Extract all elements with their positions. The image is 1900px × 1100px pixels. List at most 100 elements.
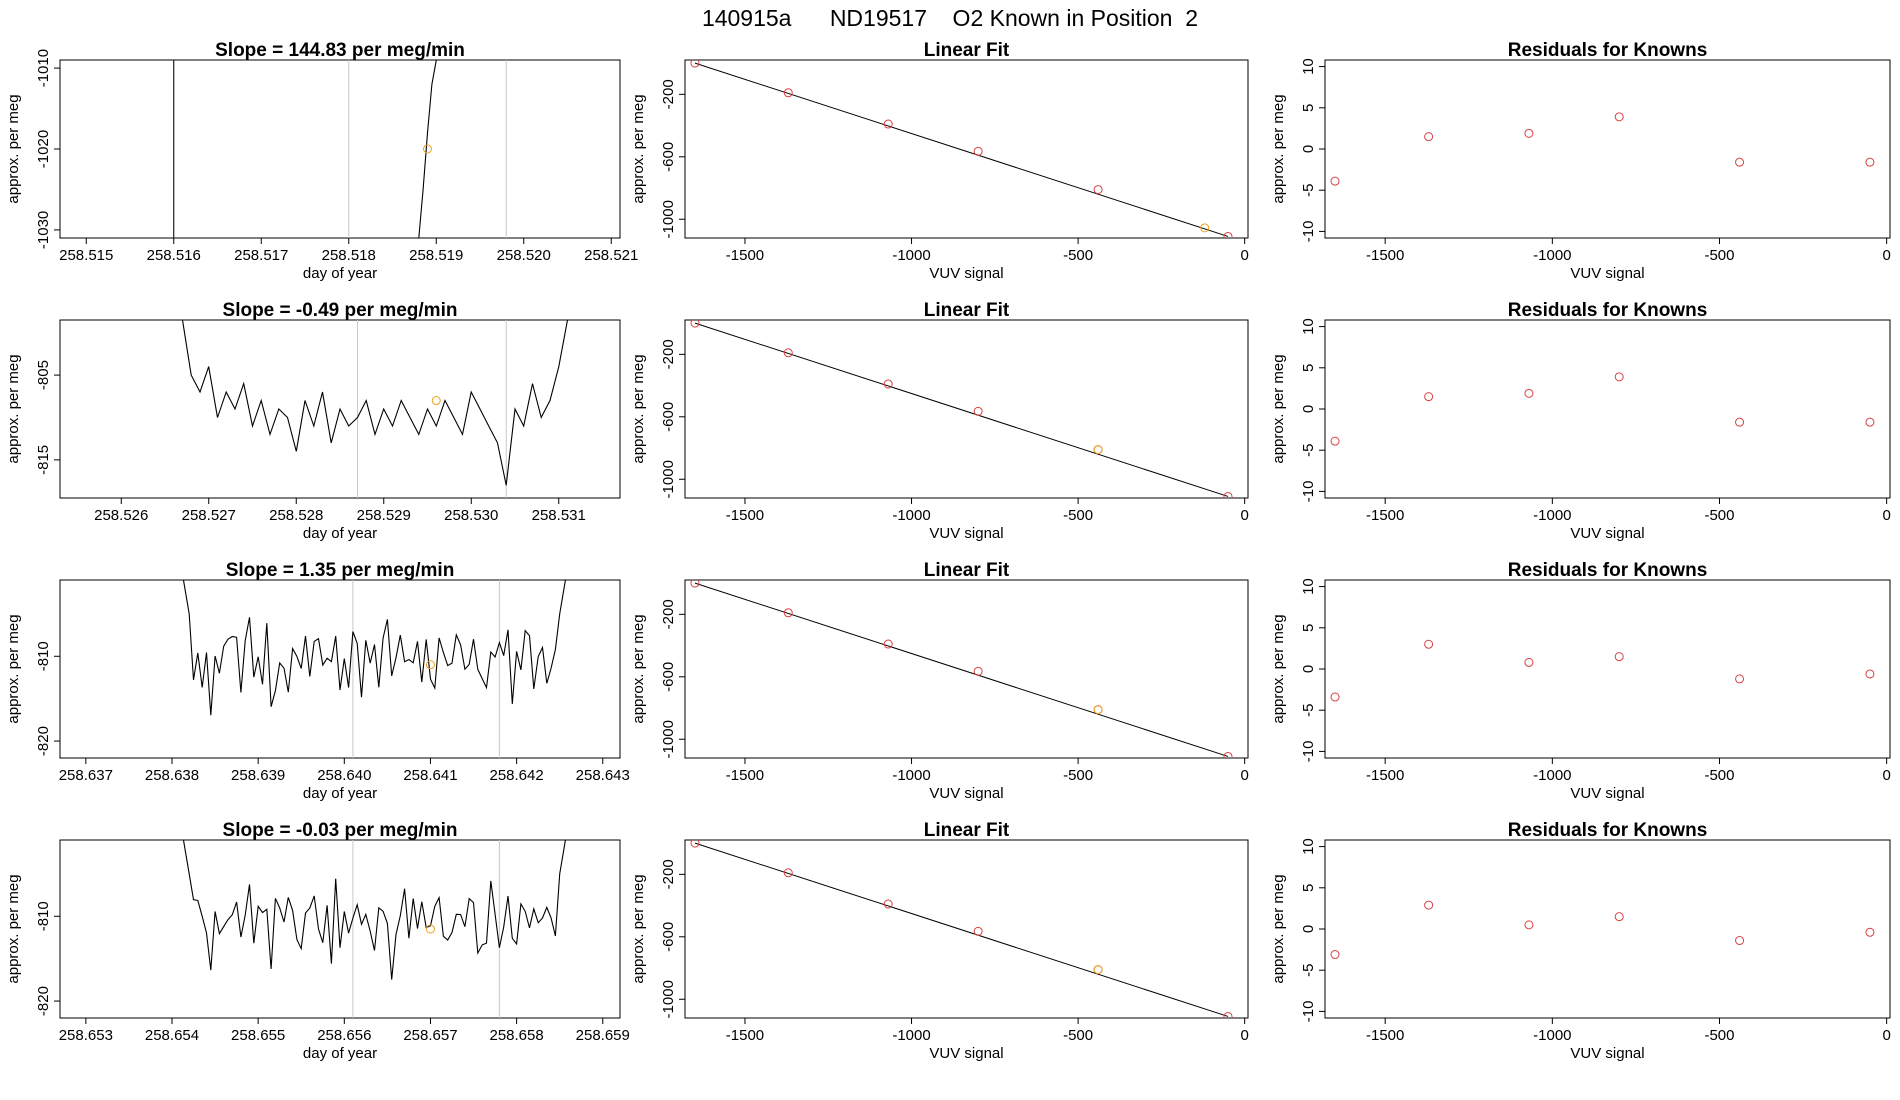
known-point xyxy=(1223,231,1233,238)
known-point xyxy=(1524,657,1534,667)
x-axis-label: VUV signal xyxy=(1570,1045,1644,1062)
y-tick-label: 5 xyxy=(1300,364,1317,372)
x-tick-label: -1000 xyxy=(892,507,930,524)
x-tick-label: -1500 xyxy=(1366,247,1404,264)
panel-title: Linear Fit xyxy=(924,40,1010,61)
plot-frame xyxy=(59,839,621,1019)
x-tick-label: 0 xyxy=(1882,247,1890,264)
x-tick-label: -1500 xyxy=(1366,507,1404,524)
plot-area xyxy=(1330,639,1875,702)
plot-frame xyxy=(59,319,621,499)
x-axis-label: day of year xyxy=(303,1045,377,1062)
panel-title: Slope = -0.03 per meg/min xyxy=(223,820,458,841)
x-tick-label: 258.637 xyxy=(59,767,113,784)
y-tick-label: 10 xyxy=(1300,578,1317,595)
plot-area xyxy=(173,60,507,238)
known-point xyxy=(1424,132,1434,142)
y-tick-label: 10 xyxy=(1300,838,1317,855)
y-tick-label: -1000 xyxy=(660,720,677,758)
x-tick-label: -500 xyxy=(1063,767,1093,784)
y-axis-label: approx. per meg xyxy=(5,94,22,203)
x-axis-label: VUV signal xyxy=(1570,785,1644,802)
plot-frame xyxy=(1324,59,1891,239)
panel-title: Slope = 144.83 per meg/min xyxy=(215,40,465,61)
y-tick-label: -5 xyxy=(1300,184,1317,197)
known-point xyxy=(1614,372,1624,382)
y-axis-label: approx. per meg xyxy=(1270,614,1287,723)
plot-area xyxy=(690,840,1233,1018)
y-tick-label: -815 xyxy=(35,445,52,475)
known-point xyxy=(1735,936,1745,946)
y-tick-label: 10 xyxy=(1300,318,1317,335)
known-point xyxy=(1735,674,1745,684)
x-tick-label: -500 xyxy=(1704,507,1734,524)
y-tick-label: -1000 xyxy=(660,980,677,1018)
x-tick-label: 0 xyxy=(1240,1027,1248,1044)
y-tick-label: 0 xyxy=(1300,925,1317,933)
y-tick-label: 5 xyxy=(1300,104,1317,112)
x-tick-label: 258.517 xyxy=(234,247,288,264)
sample-point xyxy=(423,144,432,154)
x-tick-label: -1000 xyxy=(892,247,930,264)
panel-title: Slope = 1.35 per meg/min xyxy=(226,560,455,581)
panel-title: Residuals for Knowns xyxy=(1508,560,1708,581)
y-axis-label: approx. per meg xyxy=(5,354,22,463)
y-tick-label: -200 xyxy=(660,859,677,889)
known-point xyxy=(1614,912,1624,922)
x-tick-label: -1500 xyxy=(726,767,764,784)
x-tick-label: 258.518 xyxy=(322,247,376,264)
known-point xyxy=(1524,920,1534,930)
x-tick-label: -500 xyxy=(1063,247,1093,264)
x-tick-label: -1500 xyxy=(1366,767,1404,784)
sample-point xyxy=(1093,705,1103,715)
known-point xyxy=(1614,112,1624,122)
sample-point xyxy=(425,660,435,670)
known-point xyxy=(883,639,893,649)
x-tick-label: -1500 xyxy=(1366,1027,1404,1044)
y-tick-label: 10 xyxy=(1300,58,1317,75)
panel-r4-c3: Residuals for Knowns VUV signal approx. pe… xyxy=(1270,820,1891,1062)
plot-area xyxy=(181,320,569,498)
y-axis-label: approx. per meg xyxy=(630,614,647,723)
y-tick-label: -5 xyxy=(1300,704,1317,717)
x-axis-label: day of year xyxy=(303,785,377,802)
x-tick-label: 258.521 xyxy=(584,247,638,264)
known-point xyxy=(1330,692,1340,702)
y-tick-label: -1000 xyxy=(660,460,677,498)
x-tick-label: 258.655 xyxy=(231,1027,285,1044)
y-tick-label: -600 xyxy=(660,402,677,432)
x-tick-label: 258.658 xyxy=(489,1027,543,1044)
plot-frame xyxy=(59,59,621,239)
y-axis-label: approx. per meg xyxy=(5,614,22,723)
known-point xyxy=(783,868,793,878)
fit-line xyxy=(694,62,1229,237)
known-point xyxy=(1735,417,1745,427)
y-tick-label: -10 xyxy=(1300,481,1317,503)
sample-point xyxy=(425,924,435,934)
fit-line xyxy=(694,322,1229,497)
panel-r4-c1: Slope = -0.03 per meg/min day of year appr… xyxy=(5,820,630,1062)
x-tick-label: 258.654 xyxy=(145,1027,199,1044)
x-tick-label: -500 xyxy=(1704,767,1734,784)
panel-r1-c1: Slope = 144.83 per meg/min day of year app… xyxy=(5,40,638,282)
plot-frame xyxy=(684,839,1249,1019)
panel-title: Residuals for Knowns xyxy=(1508,820,1708,841)
plot-area xyxy=(690,320,1233,498)
plot-frame xyxy=(1324,839,1891,1019)
known-point xyxy=(1223,751,1233,758)
x-tick-label: 258.659 xyxy=(576,1027,630,1044)
panel-title: Linear Fit xyxy=(924,300,1010,321)
known-point xyxy=(1865,927,1875,937)
known-point xyxy=(690,60,700,68)
known-point xyxy=(1093,185,1103,195)
y-axis-label: approx. per meg xyxy=(1270,874,1287,983)
x-tick-label: 258.520 xyxy=(497,247,551,264)
series-line xyxy=(182,580,566,716)
known-point xyxy=(973,406,983,416)
x-tick-label: 258.519 xyxy=(409,247,463,264)
plot-frame xyxy=(684,579,1249,759)
panel-title: Linear Fit xyxy=(924,820,1010,841)
plot-frame xyxy=(1324,319,1891,499)
x-tick-label: 0 xyxy=(1240,507,1248,524)
x-tick-label: 258.528 xyxy=(269,507,323,524)
